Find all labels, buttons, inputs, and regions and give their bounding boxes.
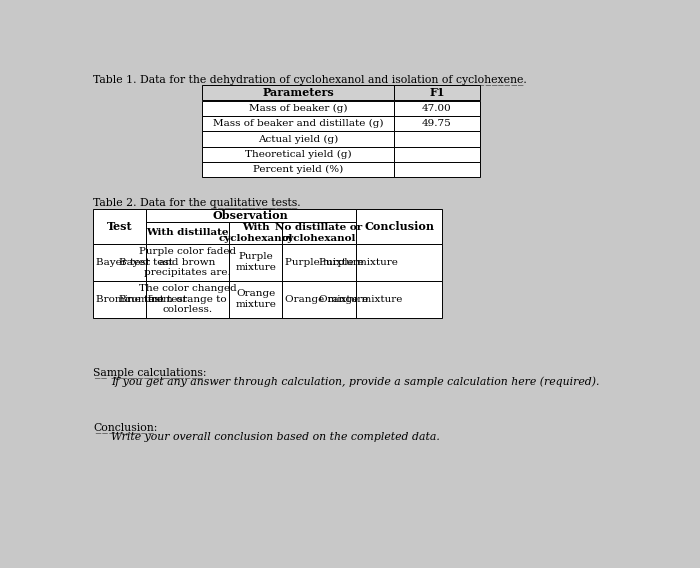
- Bar: [394, 131, 480, 147]
- Text: S̲a̲m̲p̲l̲e̲ ̲c̲a̲l̲c̲u̲l̲a̲t̲i̲o̲n̲s̲:: S̲a̲m̲p̲l̲e̲ ̲c̲a̲l̲c̲u̲l̲a̲t̲i̲o̲n̲s̲:: [93, 367, 206, 378]
- Bar: [202, 147, 394, 162]
- Text: If you get any answer through calculation, provide a sample calculation here (re: If you get any answer through calculatio…: [111, 377, 599, 387]
- Text: Conclusion: Conclusion: [364, 221, 434, 232]
- Text: No distillate or
cyclohexanol: No distillate or cyclohexanol: [275, 223, 363, 243]
- Bar: [146, 244, 230, 281]
- Bar: [230, 244, 282, 281]
- Bar: [93, 281, 146, 318]
- Bar: [230, 281, 282, 318]
- Bar: [282, 244, 356, 281]
- Bar: [356, 209, 442, 244]
- Bar: [93, 244, 146, 281]
- Text: Purple mixture: Purple mixture: [318, 258, 398, 267]
- Bar: [394, 85, 480, 101]
- Text: Mass of beaker (g): Mass of beaker (g): [249, 103, 347, 113]
- Text: Actual yield (g): Actual yield (g): [258, 135, 338, 144]
- Text: Parameters: Parameters: [262, 87, 334, 98]
- Text: 47.00: 47.00: [422, 104, 452, 112]
- Bar: [146, 209, 356, 222]
- Text: Purple mixture: Purple mixture: [285, 258, 364, 267]
- Bar: [356, 244, 442, 281]
- Bar: [146, 222, 230, 244]
- Text: Orange
mixture: Orange mixture: [235, 290, 276, 309]
- Bar: [146, 281, 230, 318]
- Bar: [202, 131, 394, 147]
- Text: Orange mixture: Orange mixture: [285, 295, 368, 304]
- Text: Bromine test: Bromine test: [119, 295, 188, 304]
- Bar: [394, 101, 480, 116]
- Text: With distillate: With distillate: [146, 228, 229, 237]
- Text: F1: F1: [429, 87, 444, 98]
- Text: Table 2. Data for the q̲u̲a̲l̲i̲t̲a̲t̲i̲v̲e̲ ̲t̲e̲s̲t̲s̲.: Table 2. Data for the q̲u̲a̲l̲i̲t̲a̲t̲i̲…: [93, 198, 300, 208]
- Bar: [394, 116, 480, 131]
- Bar: [282, 222, 356, 244]
- Bar: [202, 162, 394, 177]
- Text: Orange mixture: Orange mixture: [318, 295, 402, 304]
- Text: Table 1. Data for the d̲e̲h̲y̲d̲r̲a̲t̲i̲o̲n̲ ̲o̲f̲ ̲c̲y̲c̲l̲o̲h̲e̲x̲a̲n̲o̲l̲ ̲a̲: Table 1. Data for the d̲e̲h̲y̲d̲r̲a̲t̲i̲…: [93, 74, 526, 85]
- Text: Bayer test: Bayer test: [119, 258, 174, 267]
- Text: With
cyclohexanol: With cyclohexanol: [218, 223, 293, 243]
- Text: Observation: Observation: [213, 210, 288, 221]
- Text: Write your overall conclusion based on the completed data.: Write your overall conclusion based on t…: [111, 432, 440, 442]
- Text: Purple color faded
and brown
precipitates are.: Purple color faded and brown precipitate…: [139, 247, 236, 277]
- Text: 49.75: 49.75: [422, 119, 452, 128]
- Bar: [394, 162, 480, 177]
- Bar: [93, 209, 146, 244]
- Text: Theoretical yield (g): Theoretical yield (g): [245, 150, 351, 159]
- Text: Bayer test: Bayer test: [96, 258, 150, 267]
- Bar: [282, 281, 356, 318]
- Bar: [356, 281, 442, 318]
- Bar: [202, 116, 394, 131]
- Text: The color changed
from orange to
colorless.: The color changed from orange to colorle…: [139, 284, 237, 314]
- Text: Percent yield (%): Percent yield (%): [253, 165, 344, 174]
- Bar: [202, 101, 394, 116]
- Text: Mass of beaker and distillate (g): Mass of beaker and distillate (g): [213, 119, 384, 128]
- Text: Bromine test: Bromine test: [96, 295, 164, 304]
- Bar: [202, 85, 394, 101]
- Text: Test: Test: [106, 221, 132, 232]
- Bar: [230, 222, 282, 244]
- Bar: [394, 147, 480, 162]
- Text: C̲o̲n̲c̲l̲u̲s̲i̲o̲n̲:: C̲o̲n̲c̲l̲u̲s̲i̲o̲n̲:: [93, 423, 158, 433]
- Text: Purple
mixture: Purple mixture: [235, 253, 276, 272]
